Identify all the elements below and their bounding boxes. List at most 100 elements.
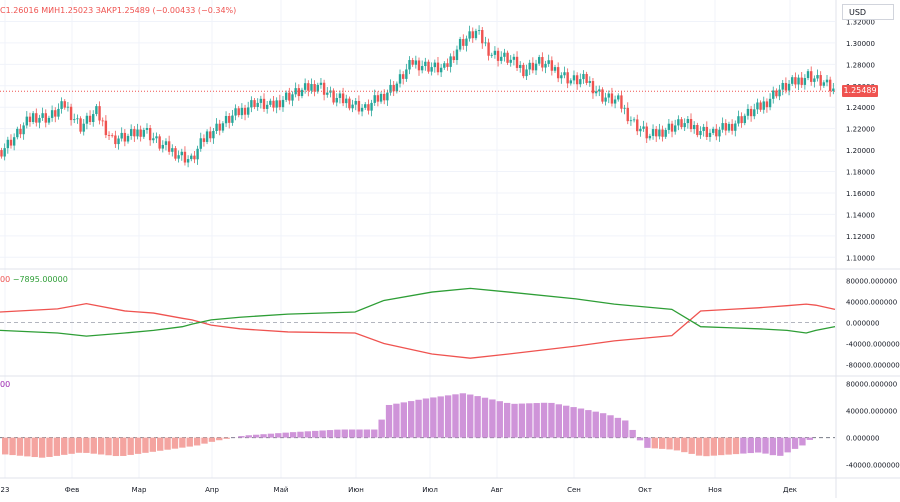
candle-body (541, 57, 543, 68)
histogram-bar (748, 438, 754, 453)
histogram-bar (489, 399, 495, 437)
candle-body (497, 51, 499, 61)
candle-body (576, 75, 578, 84)
candle-body (256, 103, 258, 107)
candle-body (680, 119, 682, 127)
candle-body (108, 135, 110, 136)
histogram-bar (253, 435, 259, 438)
candle-body (826, 80, 828, 83)
candle-body (475, 31, 477, 38)
candle-body (383, 94, 385, 100)
candle-body (440, 68, 442, 73)
histogram-bar (401, 402, 407, 437)
candle-body (253, 100, 255, 107)
candle-body (260, 99, 262, 103)
histogram-bar (777, 438, 783, 456)
candle-body (611, 93, 613, 103)
candle-body (285, 93, 287, 100)
candle-body (677, 119, 679, 125)
candle-body (785, 83, 787, 91)
candle-body (649, 136, 651, 138)
histogram-bar (423, 398, 429, 437)
candle-body (209, 131, 211, 138)
candle-body (358, 101, 360, 112)
histogram-bar (674, 438, 680, 451)
histogram-bar (378, 420, 384, 438)
candle-body (190, 156, 192, 159)
candle-body (136, 129, 138, 136)
price-tick-label: 1.14000 (846, 211, 875, 219)
histogram-bar (201, 438, 207, 444)
candle-body (633, 119, 635, 120)
histogram-bar (46, 438, 52, 457)
candle-body (503, 53, 505, 57)
histogram-bar (268, 434, 274, 438)
price-tick-label: 1.24000 (846, 104, 875, 112)
x-axis-month-label: Июл (422, 486, 438, 494)
candle-body (582, 74, 584, 79)
candle-body (516, 57, 518, 68)
candle-body (206, 131, 208, 142)
candle-body (538, 57, 540, 64)
histogram-bar (319, 430, 325, 437)
currency-selector[interactable]: USD (842, 4, 894, 20)
candle-body (494, 51, 496, 55)
candle-body (804, 78, 806, 85)
candle-body (35, 113, 37, 122)
histogram-bar (142, 438, 148, 453)
histogram-bar (386, 405, 392, 438)
histogram-bar (275, 433, 281, 437)
candle-body (671, 124, 673, 132)
candle-body (288, 93, 290, 101)
histogram-bar (659, 438, 665, 449)
candle-body (95, 106, 97, 114)
x-axis-month-label: Май (274, 486, 289, 494)
candle-body (76, 118, 78, 119)
x-axis-month-label: Апр (205, 486, 219, 494)
histogram-bar (526, 403, 532, 437)
candle-body (228, 116, 230, 123)
histogram-bar (349, 430, 355, 438)
candle-body (500, 57, 502, 61)
x-axis-month-label: Сен (567, 486, 581, 494)
candle-body (124, 133, 126, 142)
indicator-tick-label: 0.000000 (846, 320, 879, 328)
candle-body (364, 104, 366, 108)
histogram-bar (563, 406, 569, 438)
histogram-bar (150, 438, 156, 452)
histogram-bar (784, 438, 790, 453)
candle-body (22, 125, 24, 134)
candle-body (816, 75, 818, 78)
histogram-bar (371, 430, 377, 438)
candle-body (766, 101, 768, 107)
price-tick-label: 1.12000 (846, 233, 875, 241)
candle-body (519, 65, 521, 68)
candle-body (747, 109, 749, 116)
candle-body (272, 101, 274, 108)
histogram-bar (342, 430, 348, 438)
candle-body (408, 60, 410, 69)
candle-body (642, 126, 644, 128)
candle-body (200, 138, 202, 149)
candle-body (396, 84, 398, 92)
candle-body (304, 83, 306, 90)
candle-body (481, 30, 483, 43)
histogram-bar (312, 431, 318, 438)
histogram-bar (194, 438, 200, 446)
candle-body (83, 124, 85, 132)
histogram-bar (438, 396, 444, 437)
candle-body (437, 63, 439, 73)
candle-body (813, 78, 815, 81)
candle-body (453, 56, 455, 60)
candle-body (130, 129, 132, 136)
price-tick-label: 1.20000 (846, 147, 875, 155)
indicator-tick-label: 80000.000000 (846, 278, 897, 286)
histogram-bar (541, 403, 547, 438)
histogram-bar (54, 438, 60, 456)
candle-body (29, 117, 31, 122)
candle-body (472, 31, 474, 38)
histogram-bar (76, 438, 82, 453)
histogram-bar (172, 438, 178, 449)
candle-body (554, 67, 556, 71)
